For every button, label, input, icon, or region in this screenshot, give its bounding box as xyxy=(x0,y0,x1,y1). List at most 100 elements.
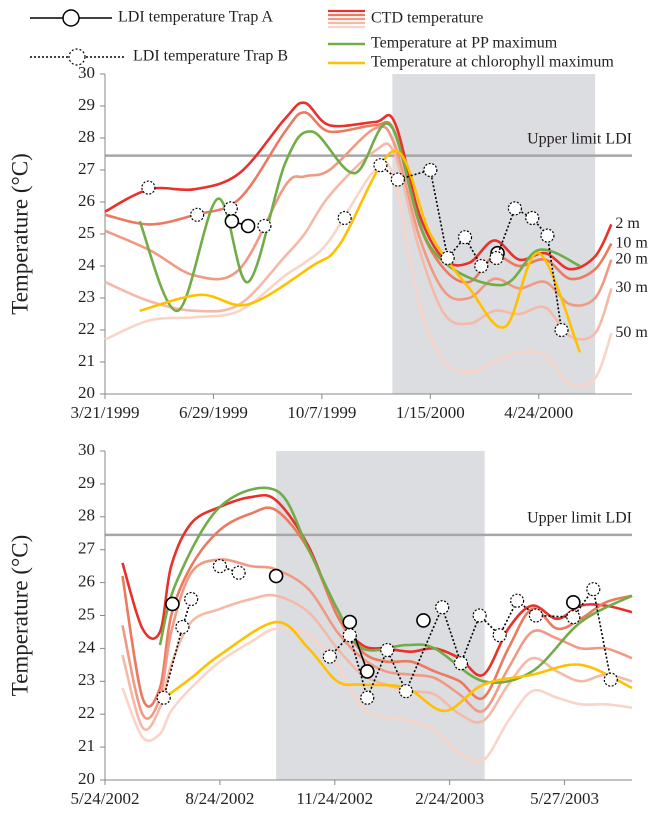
trap-line xyxy=(379,164,563,331)
y-tick-label: 27 xyxy=(78,539,96,558)
trap-point xyxy=(586,582,601,597)
y-tick-label: 28 xyxy=(78,127,95,146)
y-tick-label: 21 xyxy=(78,736,95,755)
y-tick-label: 26 xyxy=(78,572,95,591)
x-tick-label: 10/7/1999 xyxy=(287,403,356,422)
trap-point xyxy=(257,218,272,234)
y-tick-label: 22 xyxy=(78,319,95,338)
threshold-label: Upper limit LDI xyxy=(527,510,632,527)
shaded-period xyxy=(276,451,485,780)
trap-point xyxy=(472,608,487,623)
x-tick-label: 4/24/2000 xyxy=(504,403,573,422)
trap-point xyxy=(175,619,190,635)
y-tick-label: 25 xyxy=(78,604,95,623)
trap-point xyxy=(423,162,438,178)
y-tick-label: 28 xyxy=(78,506,95,525)
trap-point xyxy=(342,628,357,643)
y-tick-label: 27 xyxy=(78,159,96,178)
trap-point xyxy=(528,608,543,623)
y-tick-label: 24 xyxy=(78,637,96,656)
trap-point xyxy=(231,565,246,580)
x-tick-label: 8/24/2002 xyxy=(185,789,254,808)
depth-label: 50 m xyxy=(615,324,648,341)
y-tick-label: 25 xyxy=(78,223,95,242)
threshold-label: Upper limit LDI xyxy=(527,130,632,147)
y-tick-label: 20 xyxy=(78,769,95,788)
legend-label: Temperature at PP maximum xyxy=(371,35,558,52)
legend-label: Temperature at chlorophyll maximum xyxy=(371,54,614,71)
trap-point xyxy=(453,656,469,671)
trap-point xyxy=(390,172,405,187)
x-tick-label: 5/27/2003 xyxy=(530,789,599,808)
trap-point xyxy=(510,593,525,608)
temperature-line xyxy=(104,161,613,388)
depth-label: 10 m xyxy=(615,234,648,251)
y-tick-label: 29 xyxy=(78,473,95,492)
trap-point xyxy=(337,210,352,226)
y-tick-label: 24 xyxy=(78,255,96,274)
trap-point xyxy=(190,207,205,222)
trap-point xyxy=(360,690,375,705)
trap-point xyxy=(416,613,431,628)
temperature-line xyxy=(159,620,633,713)
trap-point xyxy=(268,568,284,584)
x-tick-label: 3/21/1999 xyxy=(71,403,140,422)
trap-point xyxy=(373,158,388,173)
y-tick-label: 20 xyxy=(78,383,95,402)
temperature-line xyxy=(121,627,633,764)
trap-point xyxy=(440,250,455,266)
trap-point xyxy=(554,322,569,338)
y-tick-label: 22 xyxy=(78,703,95,722)
trap-point xyxy=(566,610,581,625)
trap-point xyxy=(184,591,199,607)
trap-point xyxy=(342,614,358,630)
depth-label: 2 m xyxy=(615,215,640,232)
legend-icon xyxy=(328,9,365,29)
trap-point xyxy=(492,628,507,643)
trap-point xyxy=(435,600,450,615)
x-tick-label: 1/15/2000 xyxy=(396,403,465,422)
depth-label: 30 m xyxy=(615,279,648,296)
trap-point xyxy=(156,690,171,705)
trap-point xyxy=(224,213,240,229)
y-tick-label: 21 xyxy=(78,351,95,370)
trap-point xyxy=(322,649,337,664)
y-tick-label: 30 xyxy=(78,63,95,82)
x-tick-label: 6/29/1999 xyxy=(179,403,248,422)
trap-point xyxy=(212,559,227,574)
trap-point xyxy=(525,210,540,226)
trap-point xyxy=(398,684,414,699)
trap-point xyxy=(380,642,395,658)
legend: LDI temperature Trap A LDI temperature T… xyxy=(30,9,614,71)
trap-point xyxy=(223,201,238,216)
legend-icon xyxy=(62,9,80,27)
chart: Upper limit LDI 20 21 22 23 24 25 26 27 28 29 30 3/2… xyxy=(7,63,648,422)
trap-point xyxy=(165,596,180,612)
trap-point xyxy=(603,672,618,687)
legend-label: LDI temperature Trap B xyxy=(133,48,288,65)
legend-label: CTD temperature xyxy=(371,10,483,27)
legend-label: LDI temperature Trap A xyxy=(118,9,274,26)
trap-point xyxy=(507,201,522,216)
trap-point xyxy=(474,258,489,274)
y-tick-label: 29 xyxy=(78,95,95,114)
trap-point xyxy=(359,664,375,679)
trap-point xyxy=(457,230,473,245)
temperature-line xyxy=(138,122,581,313)
legend-icon xyxy=(68,48,86,66)
x-tick-label: 11/24/2002 xyxy=(296,789,373,808)
y-tick-label: 23 xyxy=(78,287,95,306)
trap-point xyxy=(141,180,156,195)
temperature-line xyxy=(121,493,633,677)
depth-label: 20 m xyxy=(615,250,648,267)
temperature-line xyxy=(139,149,582,353)
trap-point xyxy=(540,228,555,243)
y-tick-label: 26 xyxy=(78,191,95,210)
temperature-line xyxy=(121,558,633,720)
x-tick-label: 2/24/2003 xyxy=(415,789,484,808)
chart: Upper limit LDI 20 21 22 23 24 25 26 27 28 29 30 5/2… xyxy=(7,440,633,808)
y-tick-label: 30 xyxy=(78,440,95,459)
y-tick-label: 23 xyxy=(78,670,95,689)
y-axis-title: Temperature (°C) xyxy=(7,153,32,314)
